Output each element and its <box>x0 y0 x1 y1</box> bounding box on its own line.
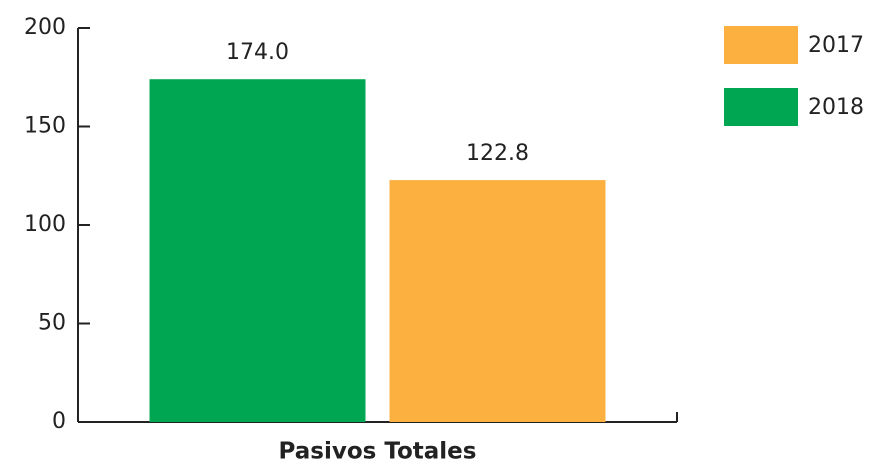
value-label: 174.0 <box>226 40 289 65</box>
legend-label: 2017 <box>808 33 864 58</box>
x-tick-label: Pasivos Totales <box>279 439 477 464</box>
y-tick-label: 50 <box>38 311 66 336</box>
bar <box>389 180 606 422</box>
y-tick-label: 0 <box>52 409 66 434</box>
bar <box>149 79 366 422</box>
y-tick-label: 150 <box>24 114 66 139</box>
legend-label: 2018 <box>808 95 864 120</box>
value-label: 122.8 <box>466 141 529 166</box>
legend-swatch <box>724 26 798 64</box>
y-tick-label: 200 <box>24 15 66 40</box>
legend-swatch <box>724 88 798 126</box>
y-tick-label: 100 <box>24 212 66 237</box>
